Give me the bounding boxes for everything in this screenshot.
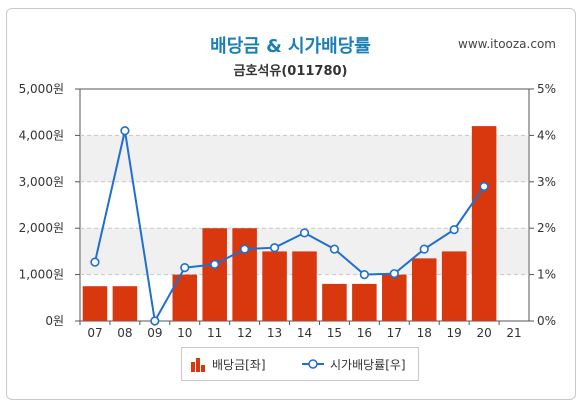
legend: 배당금[좌] 시가배당률[우] bbox=[181, 347, 419, 381]
y-left-tick-label: 3,000원 bbox=[19, 175, 64, 189]
bar bbox=[232, 228, 257, 321]
line-point bbox=[269, 243, 280, 253]
bar bbox=[112, 286, 138, 321]
line-point bbox=[120, 126, 130, 136]
x-tick-label: 21 bbox=[506, 326, 521, 340]
y-left-tick-label: 0원 bbox=[45, 314, 64, 328]
x-tick-label: 16 bbox=[357, 326, 372, 340]
y-left-tick-label: 1,000원 bbox=[19, 268, 64, 282]
line-point bbox=[389, 269, 399, 279]
line-marker-icon bbox=[302, 359, 324, 369]
bar bbox=[202, 228, 227, 321]
x-tick-label: 18 bbox=[417, 326, 432, 340]
y-right-tick-label: 4% bbox=[537, 128, 556, 142]
legend-line-label: 시가배당률[우] bbox=[330, 357, 406, 372]
x-tick-label: 17 bbox=[387, 326, 402, 340]
source-label: www.itooza.com bbox=[458, 37, 556, 51]
x-tick-label: 19 bbox=[447, 326, 462, 340]
y-right-tick-label: 1% bbox=[537, 268, 556, 282]
bar-chart-icon bbox=[191, 358, 205, 372]
bar bbox=[382, 274, 407, 321]
bar bbox=[352, 283, 377, 321]
line-point bbox=[150, 316, 160, 326]
y-right-tick-label: 2% bbox=[537, 221, 556, 235]
x-tick-label: 10 bbox=[177, 326, 192, 340]
y-left-tick-label: 2,000원 bbox=[19, 221, 64, 235]
y-right-tick-label: 5% bbox=[537, 82, 556, 96]
x-tick-label: 13 bbox=[267, 326, 282, 340]
legend-bar-label: 배당금[좌] bbox=[212, 357, 266, 372]
bar bbox=[262, 251, 287, 321]
x-tick-label: 08 bbox=[117, 326, 132, 340]
bar bbox=[411, 258, 437, 321]
line-point bbox=[240, 244, 250, 254]
x-tick-label: 11 bbox=[207, 326, 222, 340]
legend-entry-bar[interactable]: 배당금[좌] bbox=[190, 348, 266, 380]
line-point bbox=[449, 224, 459, 235]
bar bbox=[322, 283, 347, 321]
line-point bbox=[479, 181, 489, 192]
x-tick-label: 09 bbox=[147, 326, 162, 340]
bar bbox=[82, 286, 108, 321]
series-line bbox=[93, 130, 485, 325]
x-tick-label: 07 bbox=[87, 326, 102, 340]
chart-subtitle: 금호석유(011780) bbox=[233, 64, 348, 79]
chart-title: 배당금 & 시가배당률 bbox=[210, 36, 371, 57]
grid-band bbox=[81, 135, 528, 182]
bar bbox=[292, 251, 317, 321]
y-right-tick-label: 0% bbox=[537, 314, 556, 328]
legend-entry-line[interactable]: 시가배당률[우] bbox=[302, 348, 406, 380]
x-tick-label: 20 bbox=[476, 326, 491, 340]
line-point bbox=[90, 257, 100, 267]
line-point bbox=[299, 228, 310, 238]
x-tick-label: 15 bbox=[327, 326, 342, 340]
y-left-tick-label: 4,000원 bbox=[19, 128, 64, 142]
x-tick-label: 12 bbox=[237, 326, 252, 340]
line-point bbox=[359, 270, 369, 280]
bar bbox=[441, 251, 467, 321]
x-tick-label: 14 bbox=[297, 326, 312, 340]
line-point bbox=[329, 244, 340, 254]
line-point bbox=[210, 259, 220, 269]
bar bbox=[471, 126, 497, 322]
line-point bbox=[180, 263, 190, 273]
y-right-tick-label: 3% bbox=[537, 175, 556, 189]
line-point bbox=[419, 244, 429, 254]
y-left-tick-label: 5,000원 bbox=[19, 82, 64, 96]
